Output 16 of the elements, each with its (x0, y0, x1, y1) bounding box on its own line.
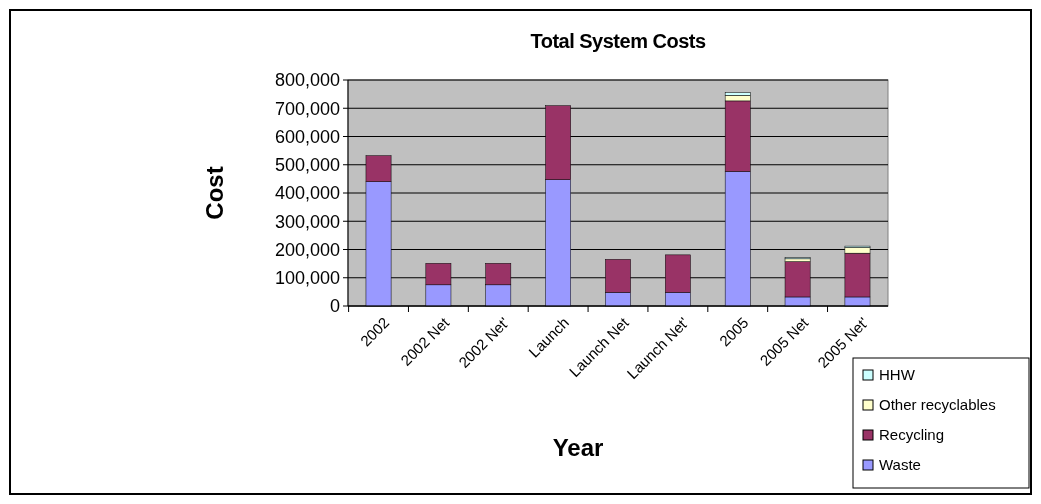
y-tick-label: 800,000 (274, 70, 340, 91)
y-tick-label: 0 (329, 296, 340, 317)
y-tick-label: 600,000 (274, 126, 340, 147)
legend-label: Recycling (879, 426, 945, 444)
y-tick-label: 100,000 (274, 268, 340, 289)
y-tick-label: 300,000 (274, 211, 340, 232)
y-tick-label: 400,000 (274, 183, 340, 204)
y-tick-label: 200,000 (274, 239, 340, 260)
y-axis-title: Cost (201, 166, 228, 220)
legend-label: Waste (879, 456, 921, 474)
legend-label: Other recyclables (879, 396, 996, 414)
legend-label: HHW (879, 366, 916, 384)
x-axis-title: Year (552, 434, 604, 461)
y-tick-label: 500,000 (274, 155, 340, 176)
chart-title: Total System Costs (530, 30, 706, 52)
y-tick-label: 700,000 (274, 98, 340, 119)
